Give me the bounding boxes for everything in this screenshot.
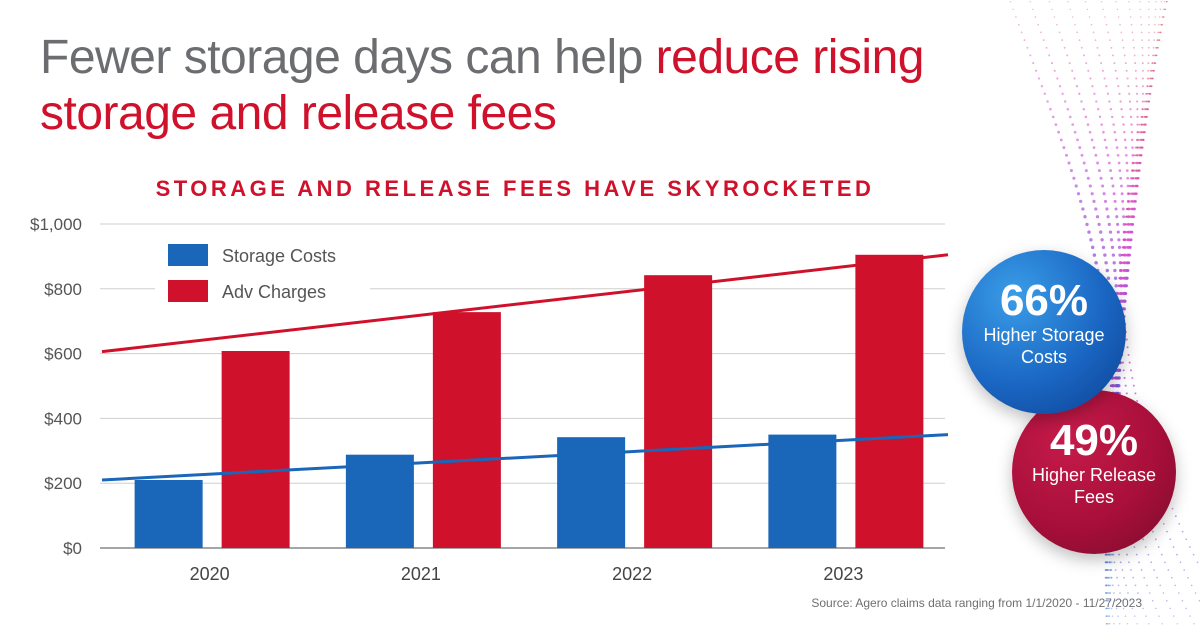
release-fee-callout: 49% Higher Release Fees <box>1012 390 1176 554</box>
adv-charges-bar-2020 <box>221 351 290 548</box>
x-tick-label: 2022 <box>612 564 652 584</box>
headline: Fewer storage days can help reduce risin… <box>40 30 980 142</box>
legend-label-storage: Storage Costs <box>222 246 336 266</box>
storage-cost-label: Higher Storage Costs <box>983 325 1105 367</box>
adv-charges-bar-2022 <box>644 275 713 548</box>
x-tick-label: 2021 <box>401 564 441 584</box>
storage-cost-percent: 66% <box>999 276 1089 325</box>
y-tick-label: $600 <box>44 345 82 364</box>
headline-part-gray: Fewer storage days can help <box>40 31 656 84</box>
legend-swatch-storage <box>168 244 208 266</box>
adv-charges-bar-2021 <box>432 312 501 548</box>
adv-charges-bar-2023 <box>855 254 924 548</box>
legend-label-adv: Adv Charges <box>222 282 326 302</box>
x-tick-label: 2023 <box>823 564 863 584</box>
adv-charges-trendline <box>101 253 949 354</box>
release-fee-percent: 49% <box>1049 416 1139 465</box>
headline-part-red: reduce rising storage and release fees <box>40 31 924 140</box>
release-fee-label: Higher Release Fees <box>1031 465 1157 507</box>
legend: Storage Costs Adv Charges <box>155 238 370 310</box>
storage-cost-callout: 66% Higher Storage Costs <box>962 250 1126 414</box>
storage-costs-bar-2023 <box>768 434 837 548</box>
y-tick-label: $1,000 <box>30 215 82 234</box>
storage-costs-trendline <box>101 433 949 482</box>
storage-costs-bar-2020 <box>134 479 203 548</box>
y-tick-label: $400 <box>44 409 82 428</box>
legend-swatch-adv <box>168 280 208 302</box>
x-tick-label: 2020 <box>190 564 230 584</box>
y-tick-label: $800 <box>44 280 82 299</box>
y-tick-label: $0 <box>63 539 82 558</box>
source-note: Source: Agero claims data ranging from 1… <box>811 596 1142 610</box>
chart-title: STORAGE AND RELEASE FEES HAVE SKYROCKETE… <box>155 176 875 201</box>
storage-costs-bar-2021 <box>345 454 414 548</box>
y-tick-label: $200 <box>44 474 82 493</box>
